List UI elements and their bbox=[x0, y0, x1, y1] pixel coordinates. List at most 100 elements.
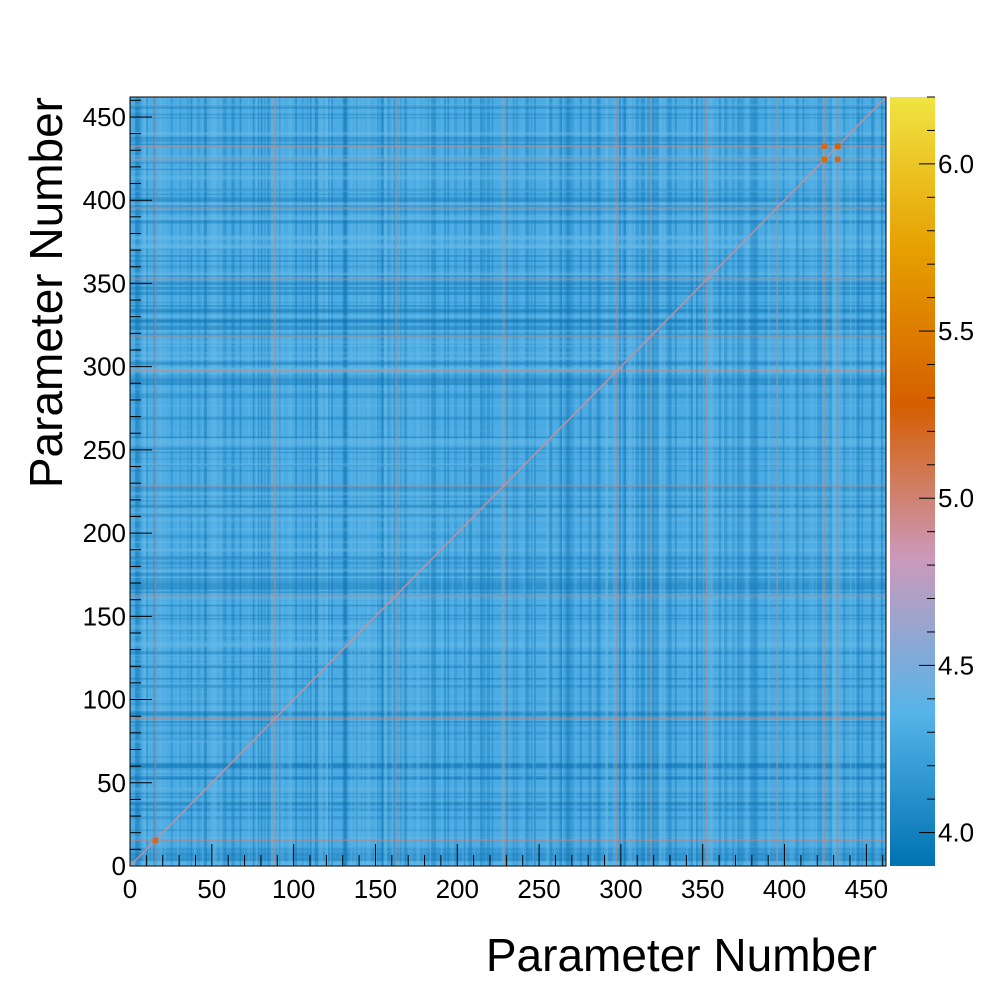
heatmap-column-stripe bbox=[260, 97, 263, 866]
heatmap-column-stripe bbox=[382, 97, 384, 866]
heatmap-column-stripe bbox=[575, 97, 577, 866]
heatmap-row-stripe bbox=[130, 731, 886, 735]
heatmap-column-stripe bbox=[134, 97, 139, 866]
heatmap-row-stripe bbox=[130, 463, 886, 467]
heatmap-column-stripe bbox=[732, 97, 736, 866]
heatmap-column-stripe bbox=[843, 97, 846, 866]
heatmap-column-stripe bbox=[562, 97, 566, 866]
heatmap-row-stripe bbox=[130, 366, 886, 370]
heatmap-row-stripe bbox=[130, 513, 886, 517]
heatmap-column-stripe bbox=[666, 97, 669, 866]
heatmap-row-stripe bbox=[130, 807, 886, 812]
heatmap-column-stripe bbox=[404, 97, 407, 866]
heatmap-row-stripe bbox=[130, 666, 886, 668]
heatmap-column-stripe bbox=[468, 97, 472, 866]
heatmap-column-stripe bbox=[570, 97, 572, 866]
heatmap-row-stripe bbox=[130, 541, 886, 544]
heatmap-row-stripe bbox=[130, 629, 886, 632]
heatmap-column-stripe bbox=[321, 97, 324, 866]
heatmap-row-stripe bbox=[130, 236, 886, 241]
heatmap-row-stripe bbox=[130, 444, 886, 449]
heatmap-column-stripe bbox=[367, 97, 371, 866]
heatmap-row-stripe bbox=[130, 568, 886, 572]
heatmap-column-stripe bbox=[310, 97, 312, 866]
heatmap-column-stripe bbox=[508, 97, 512, 866]
highlight-row bbox=[130, 369, 886, 372]
heatmap-row-stripe bbox=[130, 578, 886, 582]
x-tick-label: 300 bbox=[599, 874, 642, 904]
heatmap-column-stripe bbox=[522, 97, 526, 866]
heatmap-row-stripe bbox=[130, 832, 886, 835]
heatmap-column-stripe bbox=[724, 97, 728, 866]
heatmap-column-stripe bbox=[486, 97, 490, 866]
heatmap-row-stripe bbox=[130, 215, 886, 217]
heatmap-column-stripe bbox=[674, 97, 677, 866]
heatmap-hot-spot bbox=[821, 143, 828, 149]
highlight-row bbox=[130, 717, 886, 720]
heatmap-row-stripe bbox=[130, 787, 886, 792]
heatmap-row-stripe bbox=[130, 436, 886, 439]
highlight-row bbox=[130, 278, 886, 281]
heatmap-row-stripe bbox=[130, 363, 886, 365]
heatmap-row-stripe bbox=[130, 318, 886, 322]
heatmap-row-stripe bbox=[130, 368, 886, 372]
heatmap-row-stripe bbox=[130, 802, 886, 807]
heatmap-row-stripe bbox=[130, 583, 886, 587]
heatmap-row-stripe bbox=[130, 446, 886, 450]
x-tick-label: 350 bbox=[681, 874, 724, 904]
highlight-column bbox=[706, 97, 708, 866]
heatmap-row-stripe bbox=[130, 374, 886, 379]
heatmap-row-stripe bbox=[130, 548, 886, 552]
heatmap-column-stripe bbox=[828, 97, 832, 866]
heatmap-column-stripe bbox=[220, 97, 224, 866]
heatmap-row-stripe bbox=[130, 271, 886, 276]
heatmap-row-stripe bbox=[130, 691, 886, 693]
heatmap-row-stripe bbox=[130, 275, 886, 277]
heatmap-column-stripe bbox=[148, 97, 150, 866]
heatmap-row-stripe bbox=[130, 265, 886, 269]
heatmap-column-stripe bbox=[311, 97, 314, 866]
heatmap-row-stripe bbox=[130, 383, 886, 385]
heatmap-row-stripe bbox=[130, 131, 886, 136]
heatmap-column-stripe bbox=[432, 97, 436, 866]
heatmap-column-stripe bbox=[629, 97, 633, 866]
heatmap-row-stripe bbox=[130, 847, 886, 850]
heatmap-row-stripe bbox=[130, 682, 886, 685]
heatmap-column-stripe bbox=[257, 97, 260, 866]
heatmap-column-stripe bbox=[326, 97, 328, 866]
heatmap-row-stripe bbox=[130, 737, 886, 742]
highlight-row bbox=[130, 484, 886, 487]
heatmap-row-stripe bbox=[130, 416, 886, 419]
y-tick-label: 350 bbox=[83, 268, 126, 298]
heatmap-column-stripe bbox=[854, 97, 857, 866]
heatmap-row-stripe bbox=[130, 378, 886, 382]
heatmap-row-stripe bbox=[130, 308, 886, 312]
heatmap-row-stripe bbox=[130, 190, 886, 192]
heatmap-row-stripe bbox=[130, 558, 886, 560]
heatmap-column-stripe bbox=[815, 97, 818, 866]
y-tick-label: 300 bbox=[83, 352, 126, 382]
y-tick-label: 100 bbox=[83, 685, 126, 715]
heatmap-column-stripe bbox=[408, 97, 410, 866]
heatmap-hot-spot bbox=[821, 156, 828, 163]
heatmap-column-stripe bbox=[373, 97, 376, 866]
heatmap-row-stripe bbox=[130, 253, 886, 256]
heatmap-row-stripe bbox=[130, 441, 886, 444]
heatmap-row-stripe bbox=[130, 325, 886, 329]
heatmap-row-stripe bbox=[130, 160, 886, 164]
heatmap-column-stripe bbox=[784, 97, 787, 866]
heatmap-column-stripe bbox=[619, 97, 621, 866]
highlight-row bbox=[130, 594, 886, 597]
heatmap-row-stripe bbox=[130, 381, 886, 384]
heatmap-column-stripe bbox=[187, 97, 189, 866]
heatmap-row-stripe bbox=[130, 286, 886, 289]
heatmap-column-stripe bbox=[480, 97, 482, 866]
heatmap-row-stripe bbox=[130, 341, 886, 344]
heatmap-column-stripe bbox=[277, 97, 281, 866]
heatmap-row-stripe bbox=[130, 796, 886, 798]
heatmap-column-stripe bbox=[473, 97, 476, 866]
heatmap-row-stripe bbox=[130, 404, 886, 407]
heatmap-row-stripe bbox=[130, 756, 886, 758]
colorbar bbox=[890, 97, 935, 866]
heatmap-row-stripe bbox=[130, 604, 886, 607]
